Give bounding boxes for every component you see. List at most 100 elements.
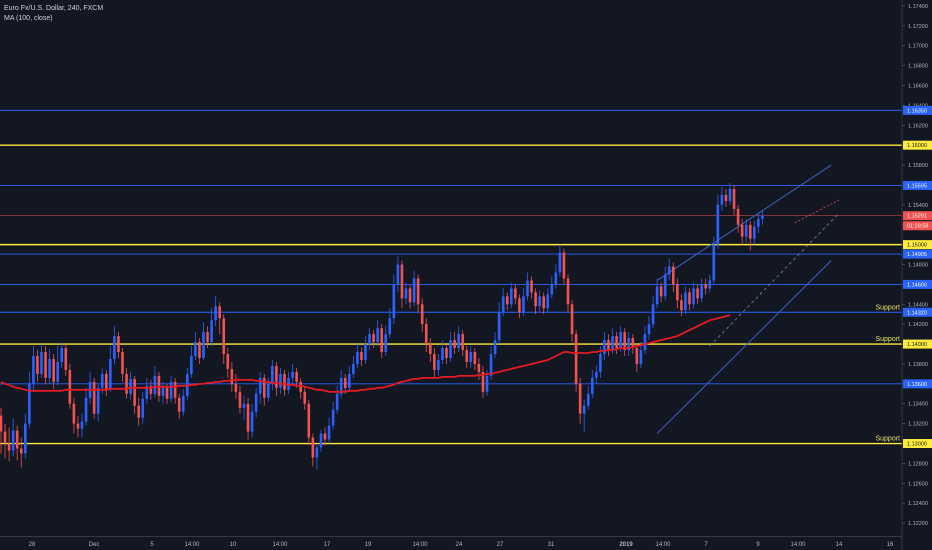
candle: [319, 429, 323, 452]
ma-line: [0, 314, 731, 393]
candle-body: [100, 373, 104, 388]
candle-body: [437, 359, 440, 370]
candle: [732, 184, 736, 215]
price-tag: 1.14320: [903, 307, 932, 317]
candle: [331, 401, 335, 430]
candle: [36, 350, 39, 382]
candle: [429, 338, 432, 362]
candle: [210, 308, 213, 347]
candle-body: [433, 354, 436, 370]
candle: [607, 334, 610, 357]
candle: [52, 354, 55, 389]
candle: [526, 272, 529, 301]
candle-body: [335, 393, 339, 410]
candle-body: [497, 312, 501, 341]
candle-body: [323, 433, 327, 440]
support-label: Support: [875, 304, 900, 311]
candle: [708, 274, 712, 293]
candle-body: [153, 375, 157, 394]
candle: [64, 344, 68, 376]
candle-body: [348, 373, 351, 388]
price-tag-bg: [903, 105, 932, 115]
candle-body: [748, 224, 752, 239]
candle-body: [582, 405, 586, 414]
candle-body: [586, 393, 590, 406]
y-tick-label: 1.17400: [908, 4, 928, 10]
x-tick-label: 9: [756, 542, 760, 548]
price-axis[interactable]: 1.12200 1.12400 1.12600 1.12800 1.13000 1.132…: [901, 0, 932, 550]
candle-body: [190, 356, 193, 374]
candle-body: [36, 356, 39, 374]
candle: [113, 326, 116, 364]
candle: [368, 328, 371, 351]
candle-body: [145, 385, 149, 399]
candle-body: [339, 377, 343, 394]
candle-body: [684, 292, 687, 311]
candle: [84, 387, 88, 426]
x-tick-label: Dec: [89, 542, 100, 548]
candle-body: [44, 352, 47, 378]
candle-body: [352, 363, 355, 374]
candle-body: [291, 371, 294, 378]
price-tag-label: 1.16000: [907, 143, 927, 149]
candle: [655, 278, 659, 309]
candle-body: [505, 296, 509, 305]
candle: [360, 348, 363, 366]
candle-body: [327, 425, 331, 440]
candle-body: [461, 334, 464, 351]
candle: [7, 427, 11, 462]
x-tick-label: 27: [497, 542, 504, 548]
candle-body: [570, 304, 574, 335]
candle: [202, 322, 205, 360]
candle: [287, 371, 290, 394]
candle: [542, 292, 545, 315]
candle: [761, 210, 764, 225]
candle: [465, 346, 469, 368]
candle-body: [688, 292, 691, 305]
y-tick-label: 1.13800: [908, 362, 928, 368]
candle-body: [704, 284, 707, 289]
candle: [408, 284, 412, 309]
y-tick-label: 1.14200: [908, 322, 928, 328]
time-axis[interactable]: 28 Dec 5 14:00 10 14:00 17 19 14:00 24 27 31 2019 14:…: [0, 536, 902, 549]
candle: [578, 377, 582, 424]
candle-body: [469, 352, 473, 362]
candle: [40, 344, 43, 378]
y-tick-label: 1.15400: [908, 203, 928, 209]
candle-body: [165, 387, 169, 399]
candle: [299, 377, 302, 399]
candle: [88, 371, 92, 404]
price-tag: 1.15595: [903, 180, 932, 190]
candle-body: [129, 378, 132, 394]
candle: [68, 363, 72, 409]
candle-body: [396, 264, 400, 285]
candle-body: [161, 387, 165, 396]
candle: [659, 282, 663, 303]
candle: [416, 274, 420, 313]
candle-body: [113, 336, 116, 359]
candle-body: [384, 334, 388, 353]
candle-body: [250, 411, 254, 432]
candle-body: [109, 358, 112, 389]
candle-body: [218, 306, 221, 319]
support-label: Support: [875, 336, 900, 343]
candle: [534, 288, 537, 315]
candle-body: [64, 348, 68, 370]
projection-line: [794, 199, 840, 224]
candle-body: [299, 381, 302, 392]
candle-body: [311, 437, 315, 458]
candle-body: [121, 352, 124, 374]
channel-line: [656, 164, 832, 281]
candle-body: [307, 403, 311, 438]
candle-body: [724, 194, 728, 201]
candle-body: [728, 188, 732, 201]
x-tick-label: 14: [836, 542, 843, 548]
candle-body: [720, 194, 724, 205]
candle: [48, 349, 51, 384]
candle-body: [177, 397, 181, 412]
candle-body: [117, 336, 120, 353]
candle-body: [477, 363, 481, 372]
candle: [546, 288, 550, 313]
candle: [279, 367, 282, 394]
